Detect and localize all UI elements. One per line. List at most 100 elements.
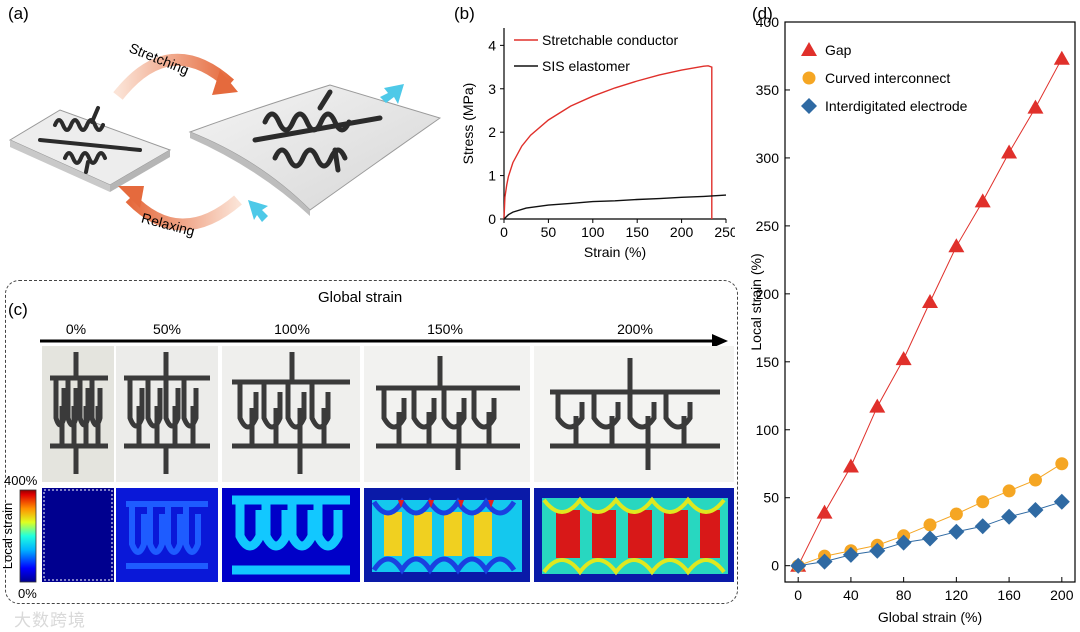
x-axis-label: Strain (%) [584,244,646,260]
data-point-gap [1053,50,1070,65]
data-point-gap [895,351,912,366]
data-point-interdigitated-electrode [922,530,938,547]
x-tick-label: 0 [500,224,508,240]
x-tick-label: 40 [843,587,859,603]
data-point-interdigitated-electrode [869,542,886,559]
strain-map-50pct [116,488,218,582]
strain-level-label: 0% [66,321,86,337]
panel-a-label: (a) [8,4,29,23]
colorbar-min-label: 0% [18,586,37,601]
data-point-interdigitated-electrode [895,534,912,551]
y-tick-label: 50 [763,490,779,506]
y-tick-label: 3 [488,81,496,97]
legend-label: SIS elastomer [542,58,630,74]
data-point-interdigitated-electrode [948,523,965,540]
strain-level-label: 50% [153,321,181,337]
y-tick-label: 100 [756,422,780,438]
pull-arrow-icon [380,84,404,104]
y-tick-label: 0 [488,211,496,227]
stretch-arrow [113,53,235,100]
x-tick-label: 200 [1050,587,1074,603]
y-tick-label: 400 [756,14,780,30]
y-tick-label: 4 [488,37,496,53]
photo-100pct [222,346,360,482]
stretch-arrow-head [212,70,238,95]
x-tick-label: 50 [541,224,557,240]
relaxed-sample [8,106,172,192]
photo-150pct [364,346,530,482]
data-point-curved-interconnect [949,507,963,521]
stress-strain-chart: 0 50 100 150 200 250 0 1 2 3 4 Strain (%) Stress (MP… [460,28,735,260]
data-point-interdigitated-electrode [842,546,859,563]
legend-label: Curved interconnect [825,70,950,86]
data-point-interdigitated-electrode [1001,508,1018,525]
y-tick-label: 0 [771,558,779,574]
panel-d-label: (d) [752,4,773,23]
strain-level-label: 150% [427,321,463,337]
data-point-interdigitated-electrode [1027,501,1044,518]
data-point-interdigitated-electrode [790,557,807,574]
stretched-sample [188,84,442,216]
panel-c-images: 0% 50% 100% 150% 200% [0,321,734,601]
y-tick-label: 250 [756,218,780,234]
data-point-interdigitated-electrode [974,518,991,535]
x-axis-label: Global strain (%) [878,609,982,625]
relax-arrow-head [118,186,144,208]
strain-level-label: 200% [617,321,653,337]
panel-c-frame [5,280,738,604]
x-tick-label: 120 [945,587,969,603]
global-strain-title: Global strain [318,289,403,306]
panel-c-label: (c) [8,300,28,320]
x-tick-label: 0 [794,587,802,603]
colorbar-title: Local strain [0,503,15,569]
global-strain-arrow-head [712,334,728,348]
panel-b-label: (b) [454,4,475,23]
panel-a-illustration: Stretching Relaxing [8,40,442,239]
watermark: 大数跨境 [14,611,86,630]
data-point-curved-interconnect [1055,457,1069,471]
y-tick-label: 150 [756,354,780,370]
data-point-interdigitated-electrode [816,553,833,570]
strain-map-150pct [364,488,530,582]
data-point-curved-interconnect [923,518,937,532]
legend-label: Interdigitated electrode [825,98,968,114]
series-line-sis-elastomer [503,194,727,220]
data-point-curved-interconnect [1002,484,1016,498]
data-point-gap [869,398,886,413]
series-line-gap [797,58,1063,566]
data-point-gap [816,504,833,519]
relax-arrow [125,193,242,231]
data-point-gap [1027,99,1044,114]
series-line-stretchable-conductor [503,65,713,220]
data-point-interdigitated-electrode [1053,493,1070,510]
x-tick-label: 150 [626,224,650,240]
legend-marker [801,98,817,114]
data-point-gap [948,238,965,253]
strain-level-label: 100% [274,321,310,337]
legend-marker [802,71,816,85]
pull-arrow-icon [248,200,268,222]
legend-marker [801,42,817,56]
y-tick-label: 300 [756,150,780,166]
x-tick-label: 80 [896,587,912,603]
legend-label: Stretchable conductor [542,32,679,48]
data-point-gap [974,193,991,208]
x-tick-label: 250 [714,224,735,240]
legend-label: Gap [825,42,852,58]
y-tick-label: 200 [756,286,780,302]
data-point-gap [842,458,859,473]
strain-map-200pct [534,488,734,582]
colorbar-max-label: 400% [4,473,38,488]
series-line-curved-interconnect [798,463,1063,567]
data-point-gap [922,294,938,308]
strain-map-100pct [222,488,360,582]
data-point-gap [1001,144,1018,159]
local-vs-global-strain-chart: 0 40 80 120 160 200 0 50 100 150 200 250 300 350 400 Gl… [748,14,1076,625]
x-tick-label: 100 [581,224,605,240]
x-tick-label: 160 [997,587,1021,603]
photo-50pct [116,346,218,482]
local-strain-colorbar [19,489,37,583]
strain-map-0pct [42,488,114,582]
y-axis-label: Local strain (%) [748,253,764,350]
y-tick-label: 2 [488,124,496,140]
